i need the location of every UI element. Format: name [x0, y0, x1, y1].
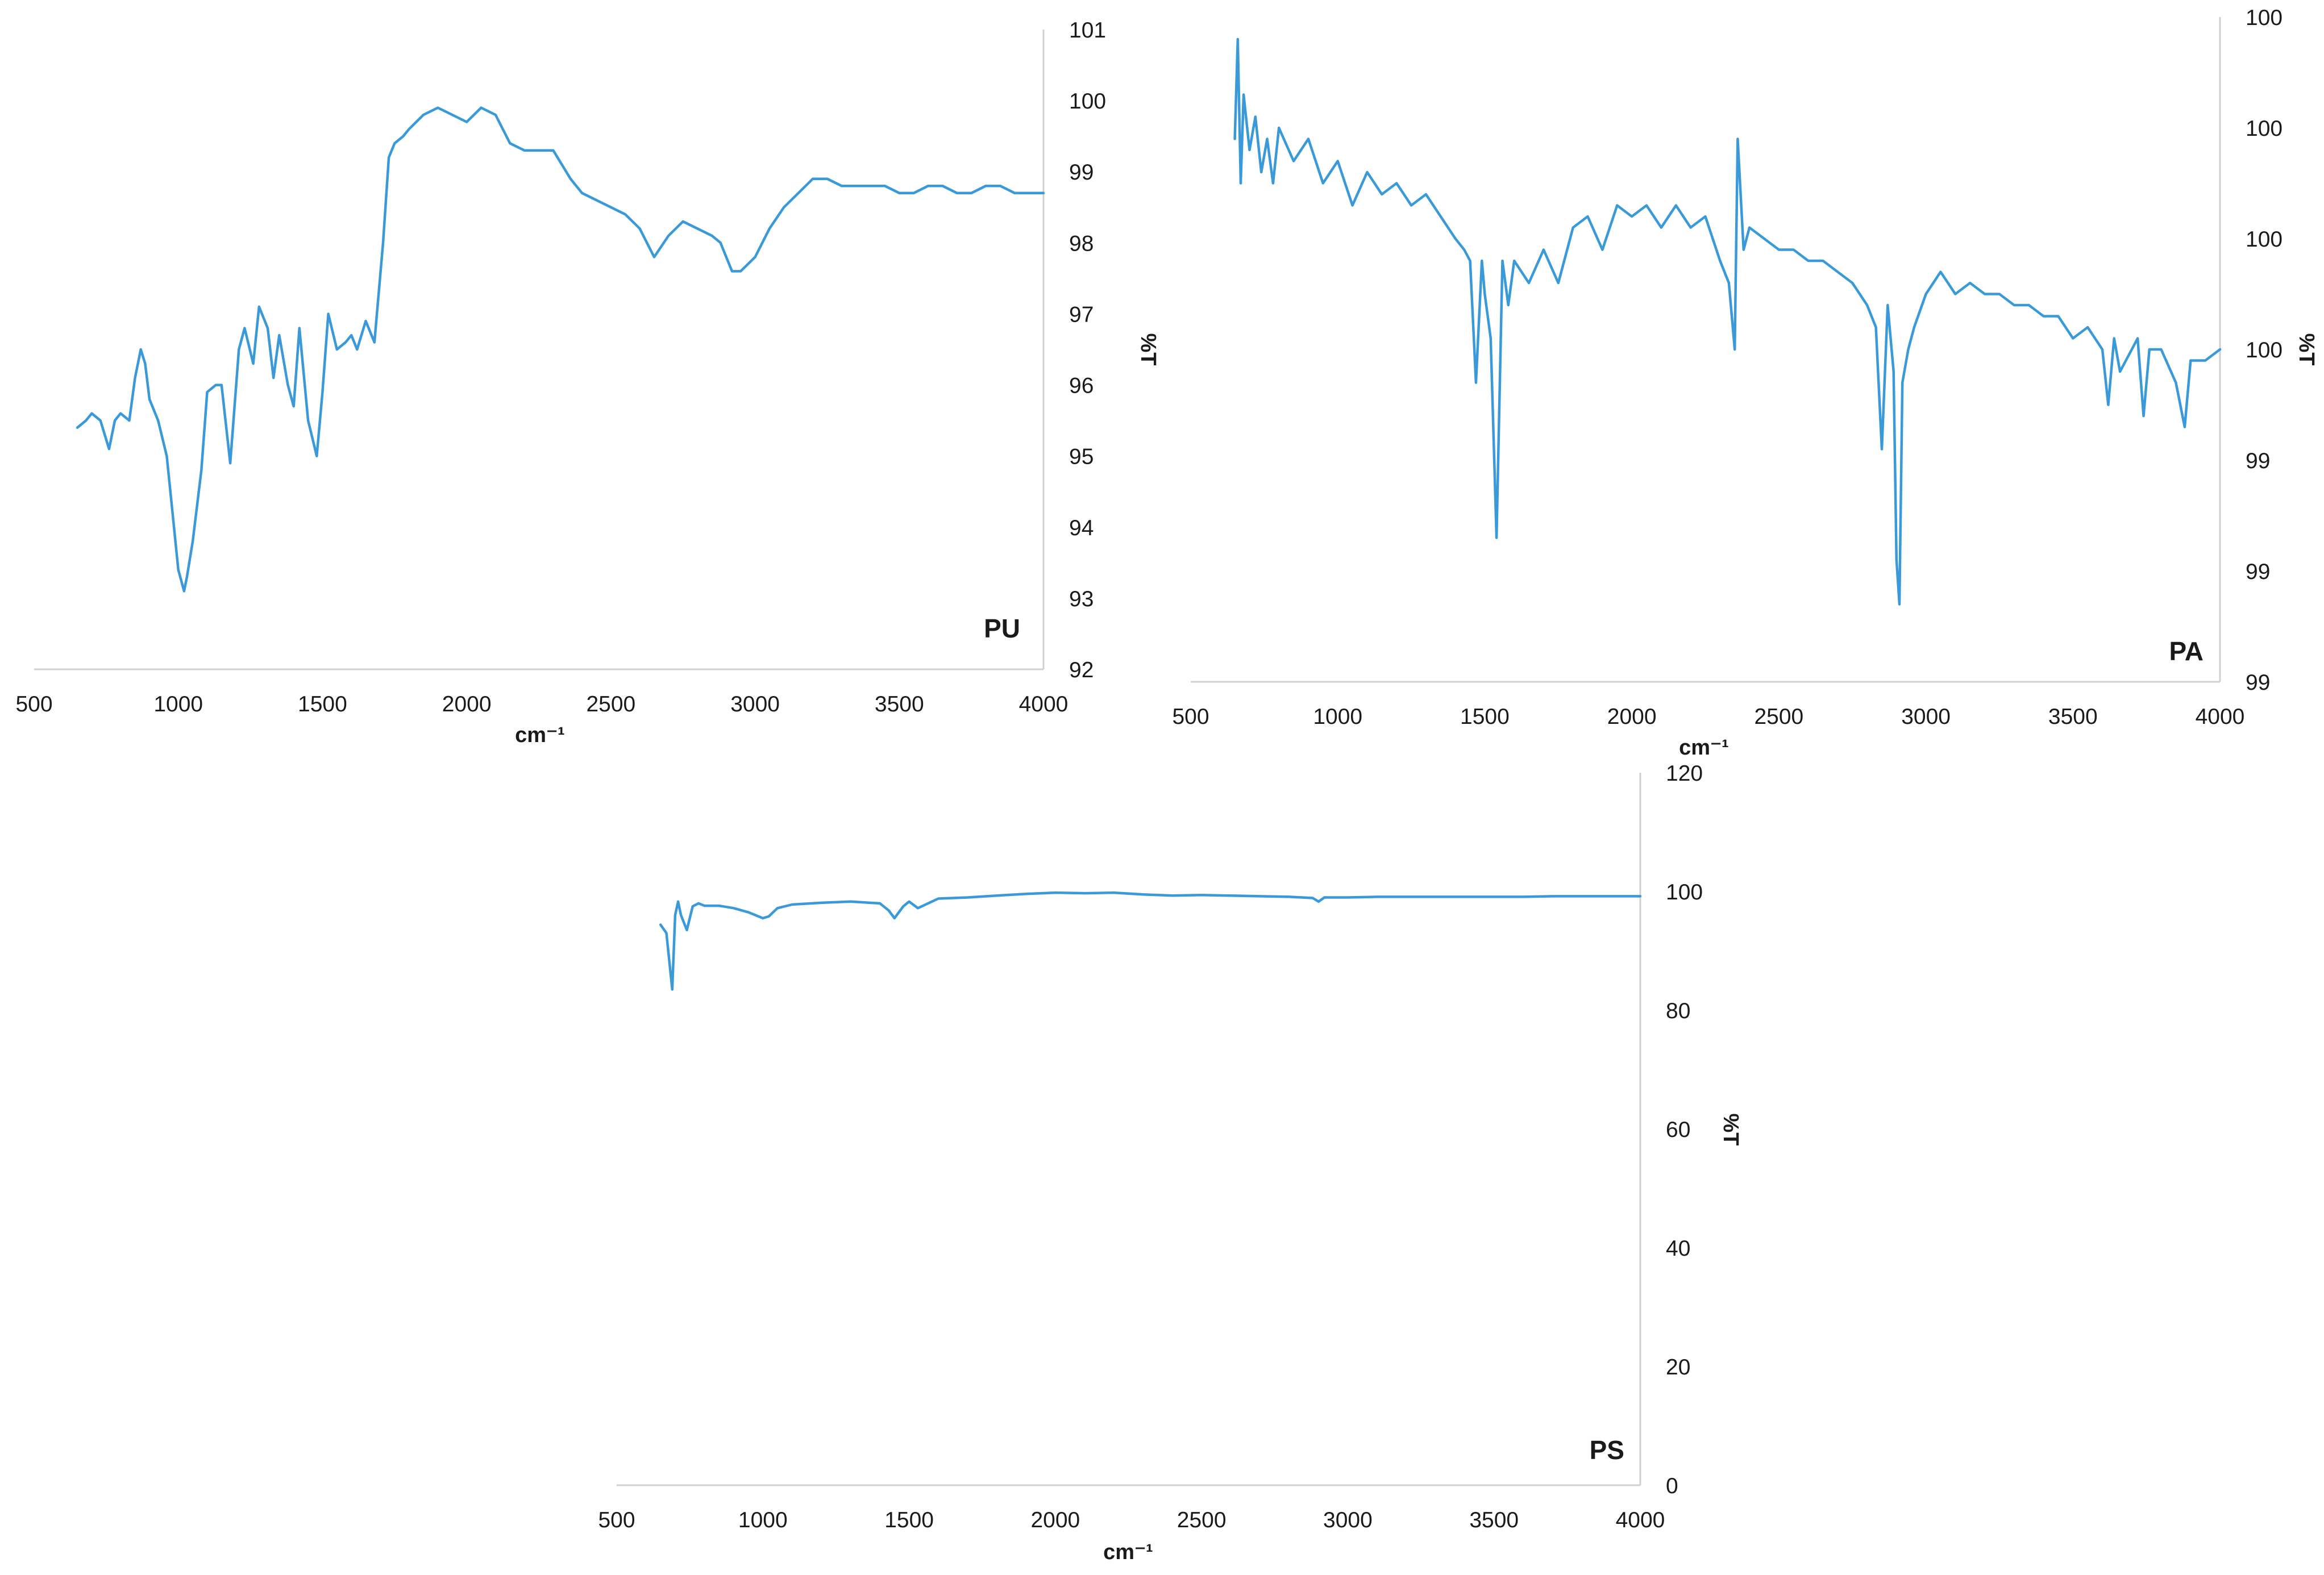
- ps-x-axis-label: cm⁻¹: [1103, 1540, 1153, 1564]
- ps-y-tick-label: 120: [1666, 761, 1703, 786]
- pu-y-tick-label: 96: [1069, 374, 1094, 398]
- ps-x-tick-label: 2500: [1177, 1508, 1227, 1532]
- pa-y-tick-labels: 99 99 99 100 100 100 100: [2246, 6, 2283, 695]
- ps-x-tick-label: 4000: [1616, 1508, 1665, 1532]
- pu-x-tick-label: 1000: [153, 692, 203, 716]
- pu-y-tick-label: 93: [1069, 587, 1094, 611]
- ps-y-tick-label: 20: [1666, 1355, 1690, 1380]
- pa-x-tick-labels: 500 1000 1500 2000 2500 3000 3500 4000: [1172, 705, 2244, 729]
- ps-y-tick-label: 40: [1666, 1236, 1690, 1261]
- pu-x-tick-label: 3500: [875, 692, 924, 716]
- pu-y-axis-label: %T: [1136, 334, 1160, 366]
- pu-x-tick-label: 4000: [1019, 692, 1069, 716]
- pa-panel: 500 1000 1500 2000 2500 3000 3500 4000 99 99 99 10…: [1172, 6, 2318, 760]
- pa-x-tick-label: 2500: [1754, 705, 1803, 729]
- ps-x-tick-labels: 500 1000 1500 2000 2500 3000 3500 4000: [598, 1508, 1665, 1532]
- pu-x-tick-labels: 500 1000 1500 2000 2500 3000 3500 4000: [15, 692, 1068, 716]
- pa-y-tick-label: 99: [2246, 670, 2270, 695]
- pa-x-tick-label: 1000: [1313, 705, 1362, 729]
- pu-y-tick-label: 100: [1069, 89, 1106, 114]
- pu-x-tick-label: 500: [15, 692, 52, 716]
- pu-x-axis-label: cm⁻¹: [515, 723, 565, 747]
- ps-y-tick-label: 60: [1666, 1118, 1690, 1142]
- pa-x-tick-label: 1500: [1460, 705, 1510, 729]
- pa-x-tick-label: 2000: [1607, 705, 1657, 729]
- ps-y-tick-label: 80: [1666, 999, 1690, 1023]
- ps-x-tick-label: 1000: [738, 1508, 788, 1532]
- pu-panel: 500 1000 1500 2000 2500 3000 3500 4000 92 93 94 95…: [15, 18, 1160, 747]
- pa-x-axis-label: cm⁻¹: [1679, 736, 1729, 760]
- ps-spectrum-line: [659, 891, 1642, 991]
- ps-y-tick-labels: 0 20 40 60 80 100 120: [1666, 761, 1703, 1498]
- ps-y-tick-label: 100: [1666, 880, 1703, 905]
- pa-y-tick-label: 99: [2246, 449, 2270, 473]
- pu-x-tick-label: 3000: [730, 692, 780, 716]
- pa-y-tick-label: 100: [2246, 227, 2283, 252]
- ps-x-tick-label: 3500: [1469, 1508, 1519, 1532]
- ps-x-tick-label: 1500: [884, 1508, 934, 1532]
- pa-spectrum-line: [1233, 38, 2222, 606]
- pa-y-tick-label: 100: [2246, 338, 2283, 363]
- pa-y-tick-label: 99: [2246, 560, 2270, 584]
- pu-y-tick-label: 99: [1069, 160, 1094, 185]
- pu-x-tick-label: 1500: [298, 692, 347, 716]
- pu-y-tick-label: 92: [1069, 658, 1094, 682]
- pu-x-tick-label: 2500: [586, 692, 635, 716]
- pu-y-tick-label: 101: [1069, 18, 1106, 43]
- ps-x-tick-label: 3000: [1323, 1508, 1373, 1532]
- ps-y-axis-label: %T: [1719, 1114, 1743, 1146]
- pa-y-tick-label: 100: [2246, 6, 2283, 30]
- ps-x-tick-label: 2000: [1030, 1508, 1080, 1532]
- pa-panel-label: PA: [2169, 636, 2204, 666]
- pa-y-tick-label: 100: [2246, 116, 2283, 141]
- ps-panel-label: PS: [1590, 1435, 1624, 1465]
- pu-y-tick-label: 94: [1069, 516, 1094, 540]
- pu-y-tick-label: 97: [1069, 302, 1094, 327]
- ps-panel: 500 1000 1500 2000 2500 3000 3500 4000 0 20 40 60 8…: [598, 761, 1743, 1564]
- pa-x-tick-label: 500: [1172, 705, 1209, 729]
- pu-panel-label: PU: [984, 614, 1020, 643]
- pa-x-tick-label: 3500: [2048, 705, 2098, 729]
- pa-y-axis-label: %T: [2294, 334, 2318, 366]
- ps-x-tick-label: 500: [598, 1508, 635, 1532]
- pu-y-tick-label: 95: [1069, 445, 1094, 469]
- pa-x-tick-label: 4000: [2196, 705, 2245, 729]
- pu-y-tick-label: 98: [1069, 231, 1094, 256]
- pu-x-tick-label: 2000: [442, 692, 492, 716]
- pu-spectrum-line: [76, 106, 1045, 593]
- ps-y-tick-label: 0: [1666, 1474, 1678, 1498]
- pu-y-tick-labels: 92 93 94 95 96 97 98 99 100 101: [1069, 18, 1106, 682]
- pa-x-tick-label: 3000: [1901, 705, 1951, 729]
